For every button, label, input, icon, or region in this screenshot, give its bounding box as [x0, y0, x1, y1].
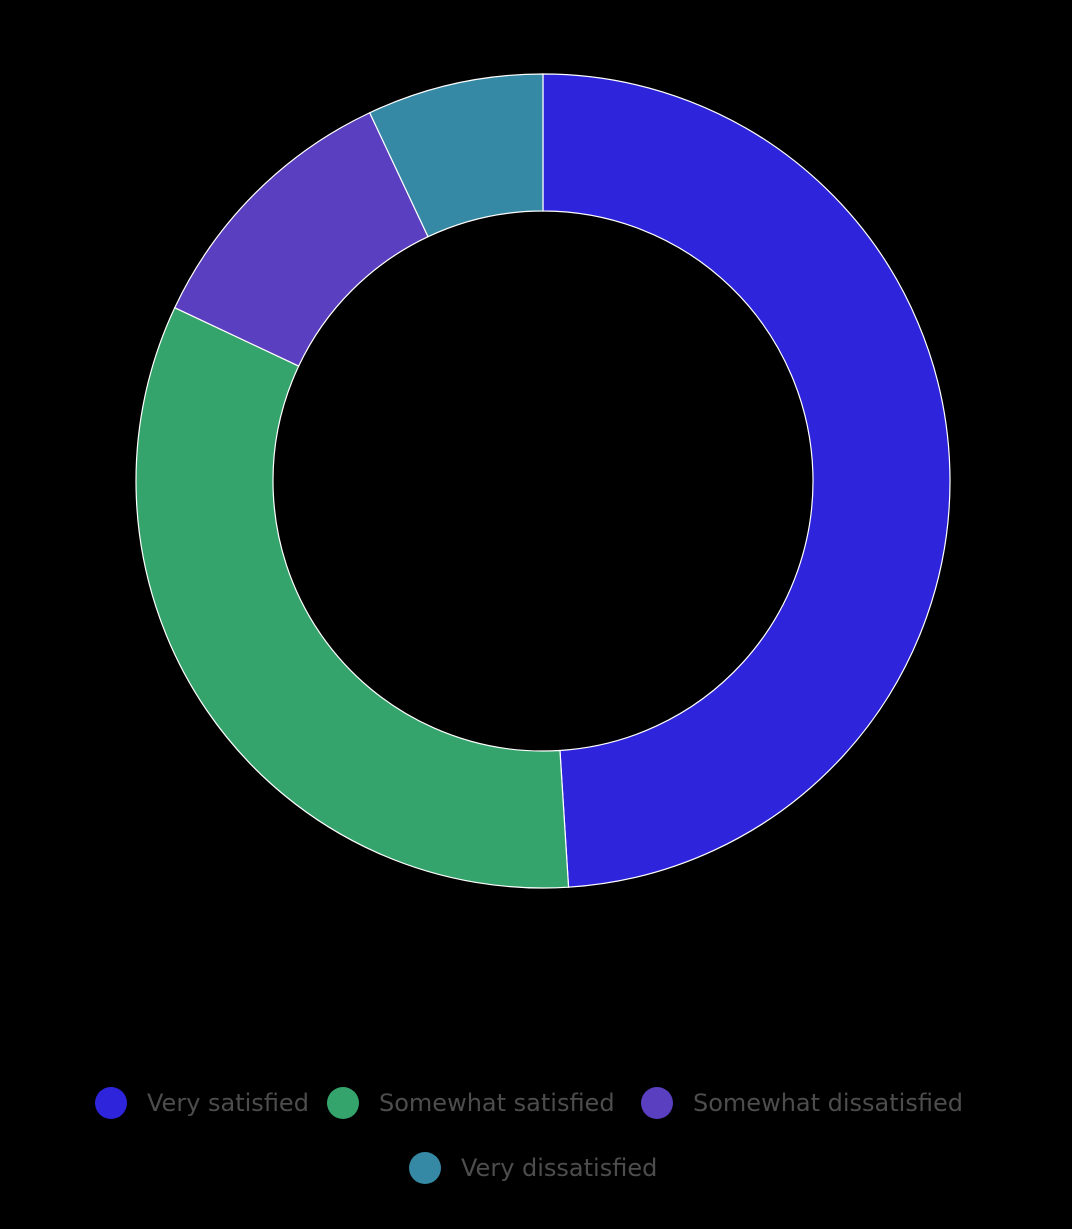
legend-label: Very dissatisfied: [461, 1154, 657, 1182]
legend-swatch: [327, 1087, 359, 1119]
legend-swatch: [409, 1152, 441, 1184]
slice: [542, 73, 951, 888]
legend-label: Somewhat dissatisfied: [693, 1089, 963, 1117]
legend-label: Very satisfied: [147, 1089, 309, 1117]
slice: [135, 306, 570, 889]
slice: [368, 73, 544, 238]
legend-label: Somewhat satisfied: [379, 1089, 615, 1117]
legend-swatch: [641, 1087, 673, 1119]
legend-swatch: [95, 1087, 127, 1119]
